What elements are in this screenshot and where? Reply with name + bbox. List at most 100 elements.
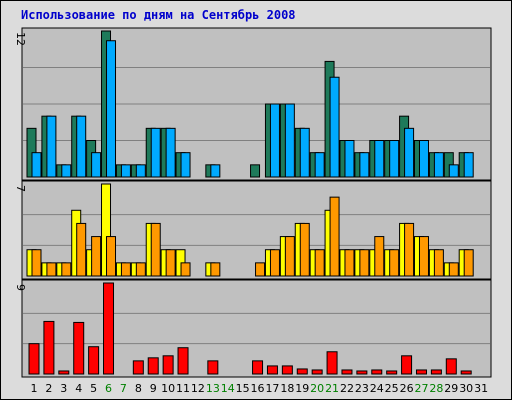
x-tick-label: 7	[120, 382, 127, 395]
top-bar-day-19-series-2	[299, 127, 310, 178]
x-tick-label: 31	[474, 382, 488, 395]
x-tick-label: 9	[150, 382, 157, 395]
bottom-bar-day-3-series-1	[58, 370, 70, 375]
x-tick-label: 24	[370, 382, 384, 395]
bottom-bar-day-27-series-1	[415, 369, 427, 375]
top-bar-day-28-series-2	[433, 152, 444, 178]
middle-bar-day-6-series-2	[106, 236, 117, 277]
bottom-bar-day-2-series-1	[43, 320, 55, 375]
top-bar-day-7-series-2	[120, 164, 131, 178]
x-tick-label: 14	[221, 382, 235, 395]
x-tick-label: 22	[340, 382, 354, 395]
x-tick-label: 5	[90, 382, 97, 395]
middle-ymax-label: 7	[14, 185, 27, 192]
bottom-bar-day-17-series-1	[266, 365, 278, 375]
middle-bar-day-4-series-2	[76, 222, 87, 277]
top-ymax-label: 12	[14, 32, 27, 46]
top-bar-day-13-series-2	[210, 164, 221, 178]
bottom-bar-day-5-series-1	[88, 346, 100, 375]
x-tick-label: 16	[251, 382, 265, 395]
top-bar-day-5-series-2	[91, 152, 102, 178]
top-bar-day-30-series-2	[463, 152, 474, 178]
top-bar-day-25-series-2	[389, 140, 400, 178]
top-bar-day-17-series-2	[269, 103, 280, 178]
x-tick-label: 11	[176, 382, 190, 395]
top-bar-day-23-series-2	[359, 152, 370, 178]
middle-bar-day-8-series-2	[135, 262, 146, 277]
x-tick-label: 23	[355, 382, 369, 395]
x-tick-label: 30	[459, 382, 473, 395]
middle-bar-day-17-series-2	[269, 249, 280, 277]
bottom-bar-day-26-series-1	[401, 355, 413, 375]
top-bar-day-26-series-2	[404, 127, 415, 178]
top-bar-day-6-series-2	[106, 40, 117, 178]
bottom-bar-day-4-series-1	[73, 321, 85, 375]
top-bar-day-9-series-2	[150, 127, 161, 178]
middle-bar-day-28-series-2	[433, 249, 444, 277]
middle-bar-day-10-series-2	[165, 249, 176, 277]
middle-bar-day-25-series-2	[389, 249, 400, 277]
middle-bar-day-18-series-2	[284, 236, 295, 277]
x-tick-label: 15	[236, 382, 250, 395]
bottom-bar-day-10-series-1	[162, 355, 174, 375]
top-bar-day-1-series-2	[31, 152, 42, 178]
middle-bar-day-21-series-2	[329, 196, 340, 277]
middle-bar-day-19-series-2	[299, 222, 310, 277]
bottom-bar-day-30-series-1	[460, 370, 472, 375]
top-bar-day-29-series-2	[448, 164, 459, 178]
x-tick-label: 4	[75, 382, 82, 395]
bottom-bar-day-24-series-1	[371, 369, 383, 375]
bottom-bar-day-1-series-1	[28, 343, 40, 375]
x-tick-label: 17	[265, 382, 279, 395]
bottom-bar-day-6-series-1	[103, 282, 115, 375]
top-bar-day-22-series-2	[344, 140, 355, 178]
x-tick-label: 28	[429, 382, 443, 395]
bottom-bar-day-19-series-1	[296, 368, 308, 375]
bottom-bar-day-13-series-1	[207, 360, 219, 375]
x-tick-label: 2	[45, 382, 52, 395]
x-tick-label: 13	[206, 382, 220, 395]
middle-bar-day-26-series-2	[404, 222, 415, 277]
x-tick-label: 19	[295, 382, 309, 395]
middle-bar-day-23-series-2	[359, 249, 370, 277]
middle-bar-day-27-series-2	[418, 236, 429, 277]
middle-bar-day-24-series-2	[374, 236, 385, 277]
x-tick-label: 10	[161, 382, 175, 395]
middle-bar-day-30-series-2	[463, 249, 474, 277]
bottom-bar-day-18-series-1	[281, 365, 293, 375]
bottom-bar-day-22-series-1	[341, 369, 353, 375]
middle-bar-day-16-series-2	[255, 262, 266, 277]
x-tick-label: 18	[280, 382, 294, 395]
top-bar-day-4-series-2	[76, 115, 87, 178]
x-tick-label: 8	[135, 382, 142, 395]
x-tick-label: 27	[414, 382, 428, 395]
bottom-ymax-label: 9	[14, 284, 27, 291]
top-bar-day-2-series-2	[46, 115, 57, 178]
middle-bar-day-22-series-2	[344, 249, 355, 277]
top-bar-day-24-series-2	[374, 140, 385, 178]
bottom-bar-day-23-series-1	[356, 370, 368, 375]
middle-bar-day-2-series-2	[46, 262, 57, 277]
x-tick-label: 25	[385, 382, 399, 395]
top-bar-day-27-series-2	[418, 140, 429, 178]
chart-title: Использование по дням на Сентябрь 2008	[21, 8, 296, 22]
middle-bar-day-9-series-2	[150, 222, 161, 277]
middle-bar-day-11-series-2	[180, 262, 191, 277]
middle-bar-day-5-series-2	[91, 236, 102, 277]
x-tick-label: 21	[325, 382, 339, 395]
x-tick-label: 20	[310, 382, 324, 395]
x-tick-label: 6	[105, 382, 112, 395]
top-bar-day-11-series-2	[180, 152, 191, 178]
bottom-bar-day-16-series-1	[252, 360, 264, 375]
bottom-bar-day-29-series-1	[445, 358, 457, 375]
top-bar-day-20-series-2	[314, 152, 325, 178]
bottom-bar-day-8-series-1	[132, 360, 144, 375]
bottom-bar-day-9-series-1	[147, 357, 159, 375]
bottom-bar-day-25-series-1	[386, 370, 398, 375]
middle-bar-day-7-series-2	[120, 262, 131, 277]
top-bar-day-10-series-2	[165, 127, 176, 178]
middle-bar-day-29-series-2	[448, 262, 459, 277]
x-tick-label: 26	[400, 382, 414, 395]
